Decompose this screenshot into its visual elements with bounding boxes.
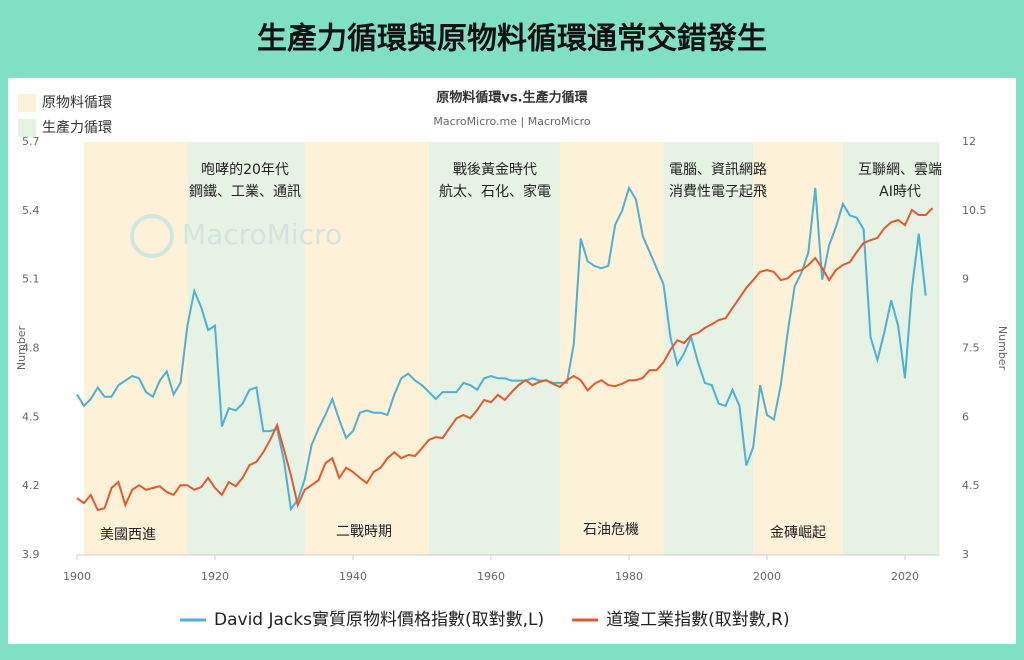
annotation: 消費性電子起飛 bbox=[669, 184, 767, 200]
cycle-band bbox=[753, 142, 843, 555]
y2-tick-label: 7.5 bbox=[962, 342, 980, 355]
bands bbox=[83, 142, 940, 555]
x-tick-label: 2020 bbox=[891, 570, 919, 583]
x-tick-label: 1920 bbox=[201, 570, 229, 583]
annotation: 電腦、資訊網路 bbox=[669, 162, 767, 178]
y-tick-label: 5.7 bbox=[22, 135, 40, 148]
page-title: 生產力循環與原物料循環通常交錯發生 bbox=[257, 22, 767, 57]
watermark-logo bbox=[130, 214, 174, 258]
y-tick-label: 3.9 bbox=[22, 548, 40, 561]
y2-tick-label: 6 bbox=[962, 410, 969, 423]
y2-tick-label: 3 bbox=[962, 548, 969, 561]
annotation: 航太、石化、家電 bbox=[439, 183, 551, 200]
cycle-band bbox=[842, 142, 940, 555]
y-tick-label: 4.8 bbox=[22, 342, 40, 355]
title-bar bbox=[0, 0, 1024, 78]
y-axis-label: Number bbox=[15, 325, 28, 370]
x-tick-label: 1980 bbox=[615, 570, 643, 583]
legend-label: 生產力循環 bbox=[42, 119, 112, 136]
legend-label: David Jacks實質原物料價格指數(取對數,L) bbox=[214, 610, 544, 630]
annotation: 鋼鐵、工業、通訊 bbox=[189, 183, 301, 200]
series-line bbox=[76, 185, 927, 512]
annotation: 美國西進 bbox=[100, 527, 156, 543]
cycle-band bbox=[83, 142, 188, 555]
watermark: MacroMicro bbox=[182, 218, 342, 251]
cycle-band bbox=[428, 142, 560, 555]
chart-title: 原物料循環vs.生產力循環 bbox=[436, 90, 588, 106]
x-tick-label: 2000 bbox=[753, 570, 781, 583]
x-tick-label: 1960 bbox=[477, 570, 505, 583]
x-tick-label: 1940 bbox=[339, 570, 367, 583]
y2-tick-label: 4.5 bbox=[962, 479, 980, 492]
annotation: 咆哮的20年代 bbox=[201, 162, 289, 178]
y2-tick-label: 10.5 bbox=[962, 204, 987, 217]
annotation: 戰後黃金時代 bbox=[453, 162, 537, 178]
y-tick-label: 4.5 bbox=[22, 410, 40, 423]
cycle-band bbox=[560, 142, 664, 555]
cycle-band bbox=[187, 142, 305, 555]
annotation: 金磚崛起 bbox=[770, 525, 826, 541]
x-tick-label: 1900 bbox=[63, 570, 91, 583]
y-tick-label: 5.1 bbox=[22, 273, 40, 286]
annotation: 二戰時期 bbox=[336, 524, 392, 540]
series-line bbox=[76, 207, 934, 512]
y2-tick-label: 12 bbox=[962, 135, 976, 148]
y-tick-label: 4.2 bbox=[22, 479, 40, 492]
y2-axis-label: Number bbox=[996, 326, 1009, 371]
legend-label: 原物料循環 bbox=[42, 95, 112, 111]
cycle-band bbox=[663, 142, 754, 555]
annotation: 互聯網、雲端 bbox=[858, 162, 942, 178]
chart-subtitle: MacroMicro.me | MacroMicro bbox=[433, 115, 591, 128]
legend-label: 道瓊工業指數(取對數,R) bbox=[606, 610, 789, 630]
legend-swatch bbox=[18, 94, 36, 112]
cycle-band bbox=[304, 142, 429, 555]
y2-tick-label: 9 bbox=[962, 273, 969, 286]
legend-swatch bbox=[18, 119, 36, 137]
annotation: 石油危機 bbox=[583, 522, 639, 538]
y-tick-label: 5.4 bbox=[22, 204, 40, 217]
annotation: AI時代 bbox=[879, 184, 921, 200]
